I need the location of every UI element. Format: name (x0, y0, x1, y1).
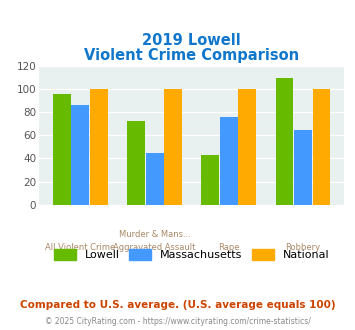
Bar (71, 105, 89, 205)
Bar (127, 121, 145, 205)
Text: Murder & Mans...: Murder & Mans... (119, 230, 191, 239)
Text: All Violent Crime: All Violent Crime (45, 244, 115, 252)
Bar (201, 155, 219, 205)
Text: 2019 Lowell: 2019 Lowell (142, 33, 241, 48)
Bar (146, 152, 164, 205)
Bar (313, 89, 331, 205)
Bar (294, 129, 312, 205)
Text: Aggravated Assault: Aggravated Assault (113, 244, 196, 252)
Bar (220, 117, 238, 205)
Legend: Lowell, Massachusetts, National: Lowell, Massachusetts, National (54, 249, 329, 260)
Text: Robbery: Robbery (285, 244, 321, 252)
Bar (53, 94, 71, 205)
Bar (239, 89, 256, 205)
Bar (275, 78, 293, 205)
Bar (164, 89, 182, 205)
Text: © 2025 CityRating.com - https://www.cityrating.com/crime-statistics/: © 2025 CityRating.com - https://www.city… (45, 317, 310, 326)
Text: Compared to U.S. average. (U.S. average equals 100): Compared to U.S. average. (U.S. average … (20, 300, 335, 310)
Text: Violent Crime Comparison: Violent Crime Comparison (84, 48, 299, 63)
Text: Rape: Rape (218, 244, 240, 252)
Bar (90, 89, 108, 205)
